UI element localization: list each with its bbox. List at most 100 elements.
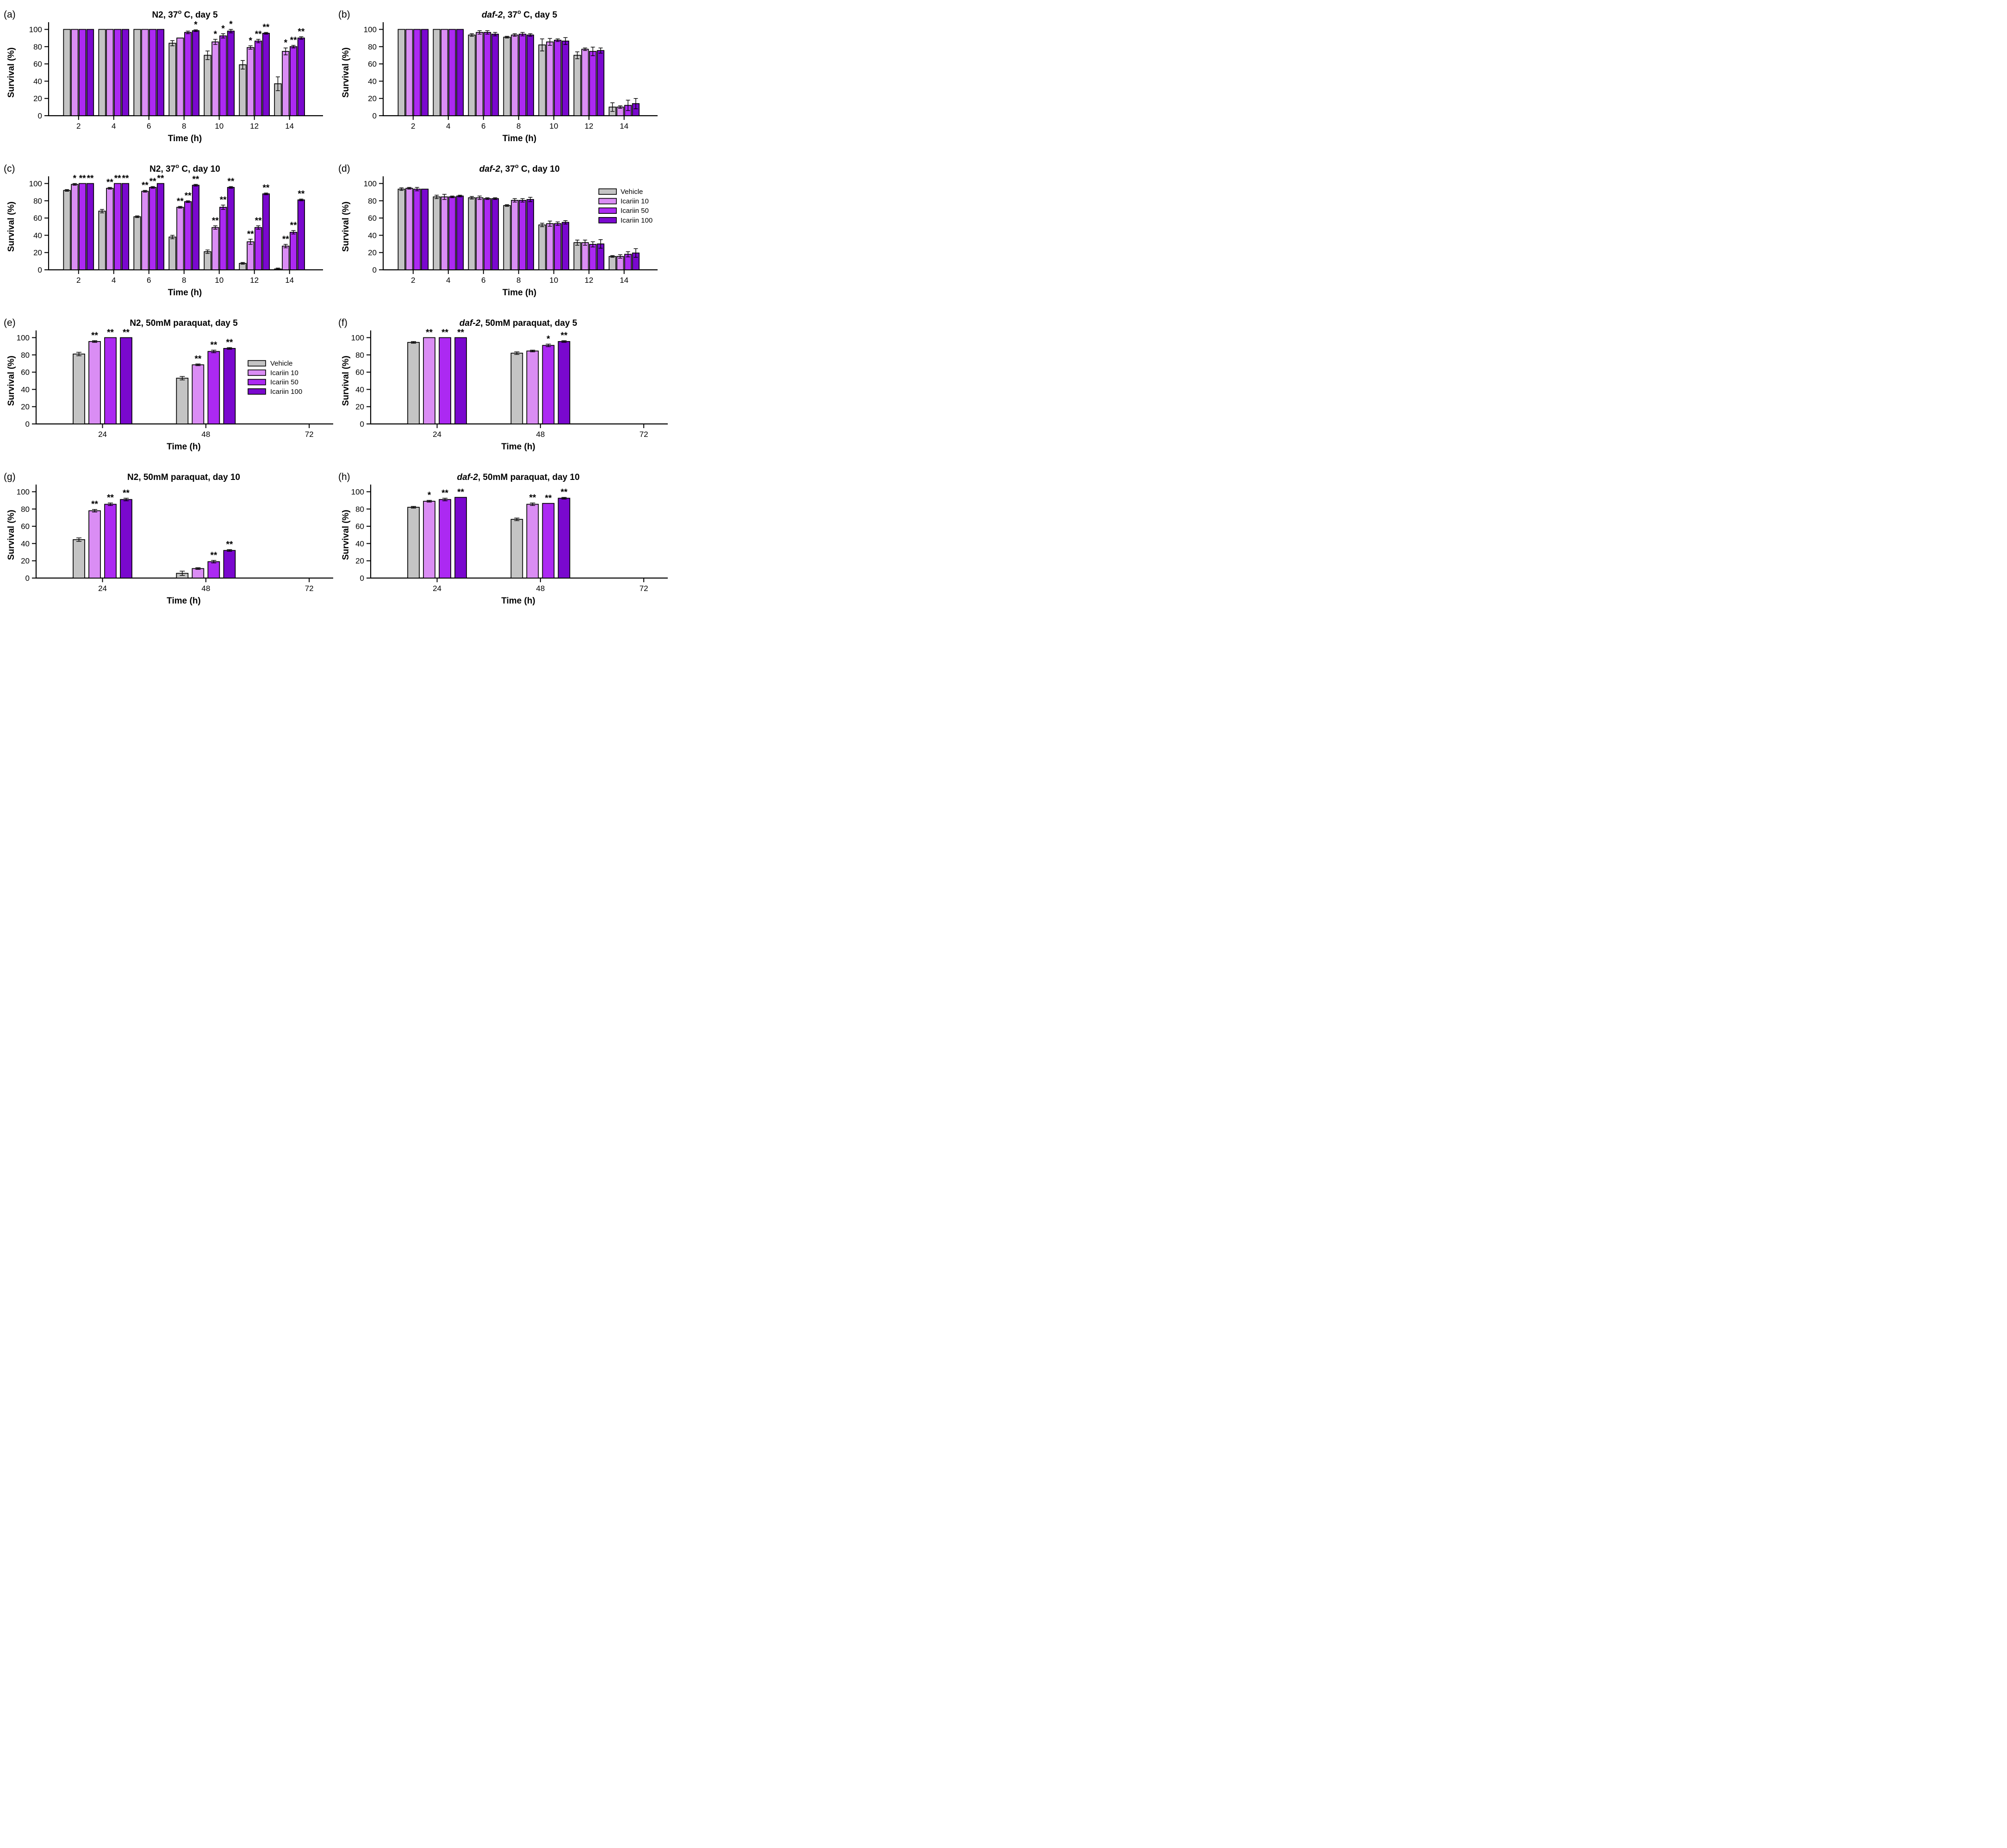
x-axis-title: Time (h) [501, 442, 535, 452]
bar-icariin-50-2h [413, 29, 421, 116]
bar-icariin-10-48h [526, 504, 539, 579]
bar-vehicle-6h [133, 216, 141, 270]
x-axis-title: Time (h) [503, 134, 537, 143]
x-tick-label: 72 [640, 584, 648, 593]
bar-vehicle-2h [398, 188, 405, 270]
significance-marker: ** [545, 494, 552, 504]
bar-vehicle-10h [538, 44, 546, 116]
y-axis-title: Survival (%) [6, 201, 16, 252]
panel-h: (h) daf-2, 50mM paraquat, day 10 Survival … [335, 462, 669, 616]
significance-marker: * [214, 30, 217, 39]
bar-icariin-10-4h [441, 196, 448, 270]
significance-marker: ** [212, 216, 219, 226]
x-axis-title: Time (h) [503, 288, 537, 298]
bar-icariin-10-12h [581, 49, 589, 116]
legend-label-vehicle: Vehicle [270, 360, 292, 367]
bar-icariin-100-2h [86, 29, 94, 116]
significance-marker: ** [298, 27, 304, 37]
bar-icariin-100-48h [558, 498, 571, 579]
significance-marker: ** [210, 341, 217, 350]
x-axis-title: Time (h) [167, 596, 201, 606]
significance-marker: ** [123, 488, 130, 498]
significance-marker: ** [210, 551, 217, 560]
bar-icariin-100-6h [491, 33, 499, 116]
bar-vehicle-4h [433, 196, 441, 270]
bar-icariin-100-24h [454, 337, 467, 424]
bar-icariin-50-48h [542, 345, 555, 424]
significance-marker: ** [560, 331, 567, 341]
panel-label: (h) [338, 472, 350, 482]
significance-marker: ** [91, 331, 98, 341]
significance-marker: * [194, 20, 198, 30]
x-axis-title: Time (h) [501, 596, 535, 606]
y-tick-label: 40 [368, 77, 377, 86]
y-axis-title: Survival (%) [341, 201, 351, 252]
significance-marker: ** [529, 493, 536, 503]
y-axis-title: Survival (%) [6, 47, 16, 98]
bar-icariin-50-12h [589, 244, 597, 270]
y-tick-label: 60 [33, 214, 42, 223]
bar-icariin-100-6h [156, 29, 165, 116]
y-tick-label: 0 [373, 266, 377, 274]
significance-marker: ** [79, 174, 86, 184]
x-tick-label: 8 [182, 122, 186, 131]
bar-icariin-50-48h [542, 503, 555, 579]
bar-icariin-50-48h [207, 351, 220, 424]
bar-vehicle-2h [398, 29, 405, 116]
bar-icariin-100-8h [192, 30, 200, 116]
significance-marker: ** [247, 230, 254, 239]
legend-label-icariin-50: Icariin 50 [270, 379, 298, 386]
bar-icariin-100-48h [223, 550, 236, 579]
bar-icariin-50-24h [104, 337, 117, 424]
significance-marker: ** [114, 174, 121, 184]
y-tick-label: 20 [368, 94, 377, 103]
bar-icariin-100-48h [558, 341, 571, 424]
bar-icariin-10-4h [106, 29, 114, 116]
y-tick-label: 80 [21, 351, 30, 360]
x-tick-label: 24 [433, 584, 441, 593]
panel-label: (f) [338, 317, 348, 328]
chart-title: daf-2, 50mM paraquat, day 5 [460, 318, 578, 328]
x-tick-label: 4 [446, 122, 450, 131]
bar-vehicle-12h [239, 64, 247, 116]
significance-marker: ** [123, 328, 130, 338]
chart-f: (f) daf-2, 50mM paraquat, day 5 Survival (… [338, 317, 668, 452]
legend: Vehicle Icariin 10 Icariin 50 Icariin 100 [598, 188, 652, 224]
bar-icariin-10-14h [282, 245, 290, 270]
bar-icariin-10-14h [282, 51, 290, 116]
bar-icariin-10-6h [476, 197, 484, 270]
y-tick-label: 60 [355, 522, 364, 531]
bar-vehicle-10h [204, 55, 211, 116]
x-axis-title: Time (h) [168, 134, 202, 143]
significance-marker: ** [142, 180, 149, 190]
bar-icariin-100-12h [262, 193, 270, 270]
y-tick-label: 80 [33, 197, 42, 205]
bar-icariin-50-24h [104, 504, 117, 579]
x-tick-label: 12 [250, 276, 259, 285]
panel-label: (a) [4, 9, 16, 20]
y-tick-label: 20 [21, 557, 30, 566]
y-axis-title: Survival (%) [341, 355, 351, 406]
significance-marker: ** [87, 174, 94, 184]
chart-title: daf-2, 50mM paraquat, day 10 [457, 473, 579, 482]
legend-label-icariin-50: Icariin 50 [621, 207, 649, 215]
bar-icariin-50-6h [149, 29, 157, 116]
panel-label: (c) [4, 163, 15, 174]
y-tick-label: 40 [21, 539, 30, 548]
significance-marker: ** [106, 178, 113, 187]
bar-vehicle-4h [98, 211, 106, 270]
y-tick-label: 80 [355, 505, 364, 514]
bar-icariin-50-8h [184, 32, 192, 116]
bar-icariin-50-8h [519, 200, 527, 270]
bar-icariin-100-14h [297, 37, 305, 116]
significance-marker: ** [262, 183, 269, 193]
significance-marker: ** [441, 488, 448, 498]
y-tick-label: 60 [21, 522, 30, 531]
x-tick-label: 10 [549, 122, 558, 131]
bar-icariin-10-8h [176, 37, 184, 116]
bar-icariin-10-10h [211, 227, 219, 270]
bar-vehicle-8h [503, 37, 511, 116]
panel-b: (b) daf-2, 37o C, day 5 Survival (%) Time (… [335, 0, 669, 154]
x-tick-label: 10 [215, 122, 224, 131]
y-tick-label: 40 [355, 385, 364, 394]
